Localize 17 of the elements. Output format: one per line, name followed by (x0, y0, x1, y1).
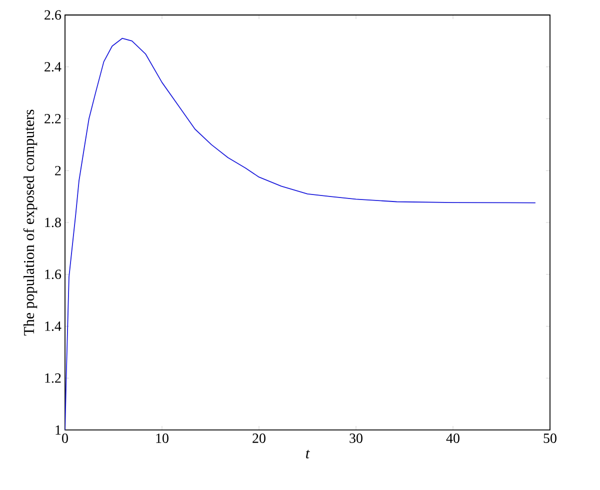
y-tick-label: 2.6 (44, 10, 62, 20)
x-tick-label: 50 (544, 434, 556, 443)
y-tick-label: 1.6 (45, 270, 62, 280)
y-axis-title: The population of exposed computers (23, 110, 38, 336)
x-tick-label: 40 (446, 434, 460, 443)
y-tick-label: 1 (56, 425, 61, 435)
y-tick-label: 2.4 (44, 62, 62, 72)
y-tick-label: 1.8 (45, 218, 61, 228)
y-tick-label: 1.2 (45, 373, 61, 383)
y-tick-label: 2 (55, 166, 61, 176)
x-tick-label: 0 (62, 434, 68, 443)
x-tick-label: 30 (350, 434, 362, 443)
x-tick-label: 20 (252, 434, 266, 443)
y-tick-label: 1.4 (45, 322, 62, 331)
x-tick-label: 10 (156, 434, 168, 443)
y-tick-label: 2.2 (44, 114, 61, 124)
x-axis-title: t (306, 450, 310, 458)
